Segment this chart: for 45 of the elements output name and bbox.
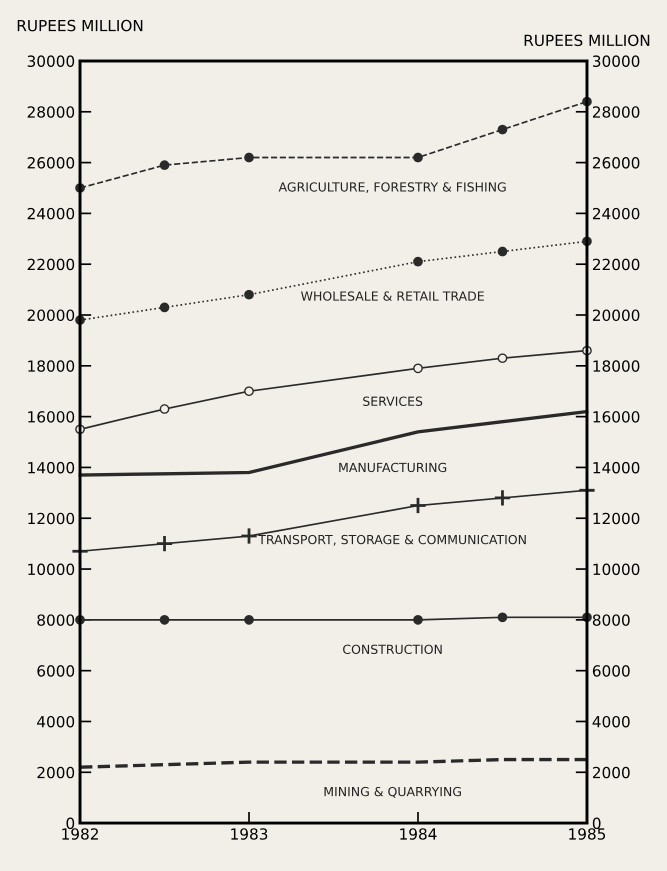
y2-tick-label: 26000 xyxy=(592,157,640,169)
y-tick-label: 16000 xyxy=(28,411,74,423)
y-tick-label: 10000 xyxy=(28,564,74,576)
y-tick-label: 6000 xyxy=(37,665,74,677)
y-tick-label: 26000 xyxy=(28,157,74,169)
y-tick-label: 12000 xyxy=(28,512,74,524)
series-label: WHOLESALE & RETAIL TRADE xyxy=(301,291,484,301)
y2-tick-label: 14000 xyxy=(594,462,640,474)
series-label: TRANSPORT, STORAGE & COMMUNICATION xyxy=(258,534,526,546)
series-label: MINING & QUARRYING xyxy=(324,786,461,798)
series-label: AGRICULTURE, FORESTRY & FISHING xyxy=(278,182,506,193)
y2-tick-label: 30000 xyxy=(592,55,640,67)
x-tick-label: 1982 xyxy=(62,828,98,840)
y2-tick-label: 22000 xyxy=(592,258,640,270)
y-tick-label: 4000 xyxy=(37,716,74,728)
x-tick-label: 1985 xyxy=(569,828,606,840)
series-label: MANUFACTURING xyxy=(339,462,446,472)
y-tick-label: 22000 xyxy=(28,258,74,270)
y2-tick-label: 0 xyxy=(592,818,601,830)
y-tick-label: 18000 xyxy=(28,360,74,372)
series-label: SERVICES xyxy=(363,396,422,406)
y2-tick-label: 10000 xyxy=(594,564,640,576)
y2-tick-label: 6000 xyxy=(592,665,630,677)
y2-tick-label: 4000 xyxy=(592,716,630,728)
y-tick-label: 24000 xyxy=(28,208,74,220)
y-tick-label: 2000 xyxy=(37,766,74,778)
y-axis-title: RUPEES MILLION xyxy=(18,20,142,32)
y2-tick-label: 8000 xyxy=(592,614,630,626)
y-tick-label: 30000 xyxy=(28,55,74,67)
y2-tick-label: 2000 xyxy=(592,766,630,778)
y2-tick-label: 20000 xyxy=(592,309,640,322)
y-tick-label: 14000 xyxy=(28,462,74,474)
x-tick-label: 1983 xyxy=(231,828,268,840)
x-tick-label: 1984 xyxy=(400,828,437,840)
y2-tick-label: 28000 xyxy=(592,106,640,118)
y2-tick-label: 18000 xyxy=(594,360,640,372)
y-tick-label: 20000 xyxy=(28,309,74,322)
y-tick-label: 28000 xyxy=(28,106,74,118)
y2-tick-label: 12000 xyxy=(594,512,640,524)
y2-tick-label: 16000 xyxy=(594,411,640,423)
y-tick-label: 0 xyxy=(66,818,74,830)
y-tick-label: 8000 xyxy=(37,614,74,626)
y2-tick-label: 24000 xyxy=(592,208,640,220)
series-label: CONSTRUCTION xyxy=(343,644,442,654)
y2-axis-title: RUPEES MILLION xyxy=(524,34,650,46)
